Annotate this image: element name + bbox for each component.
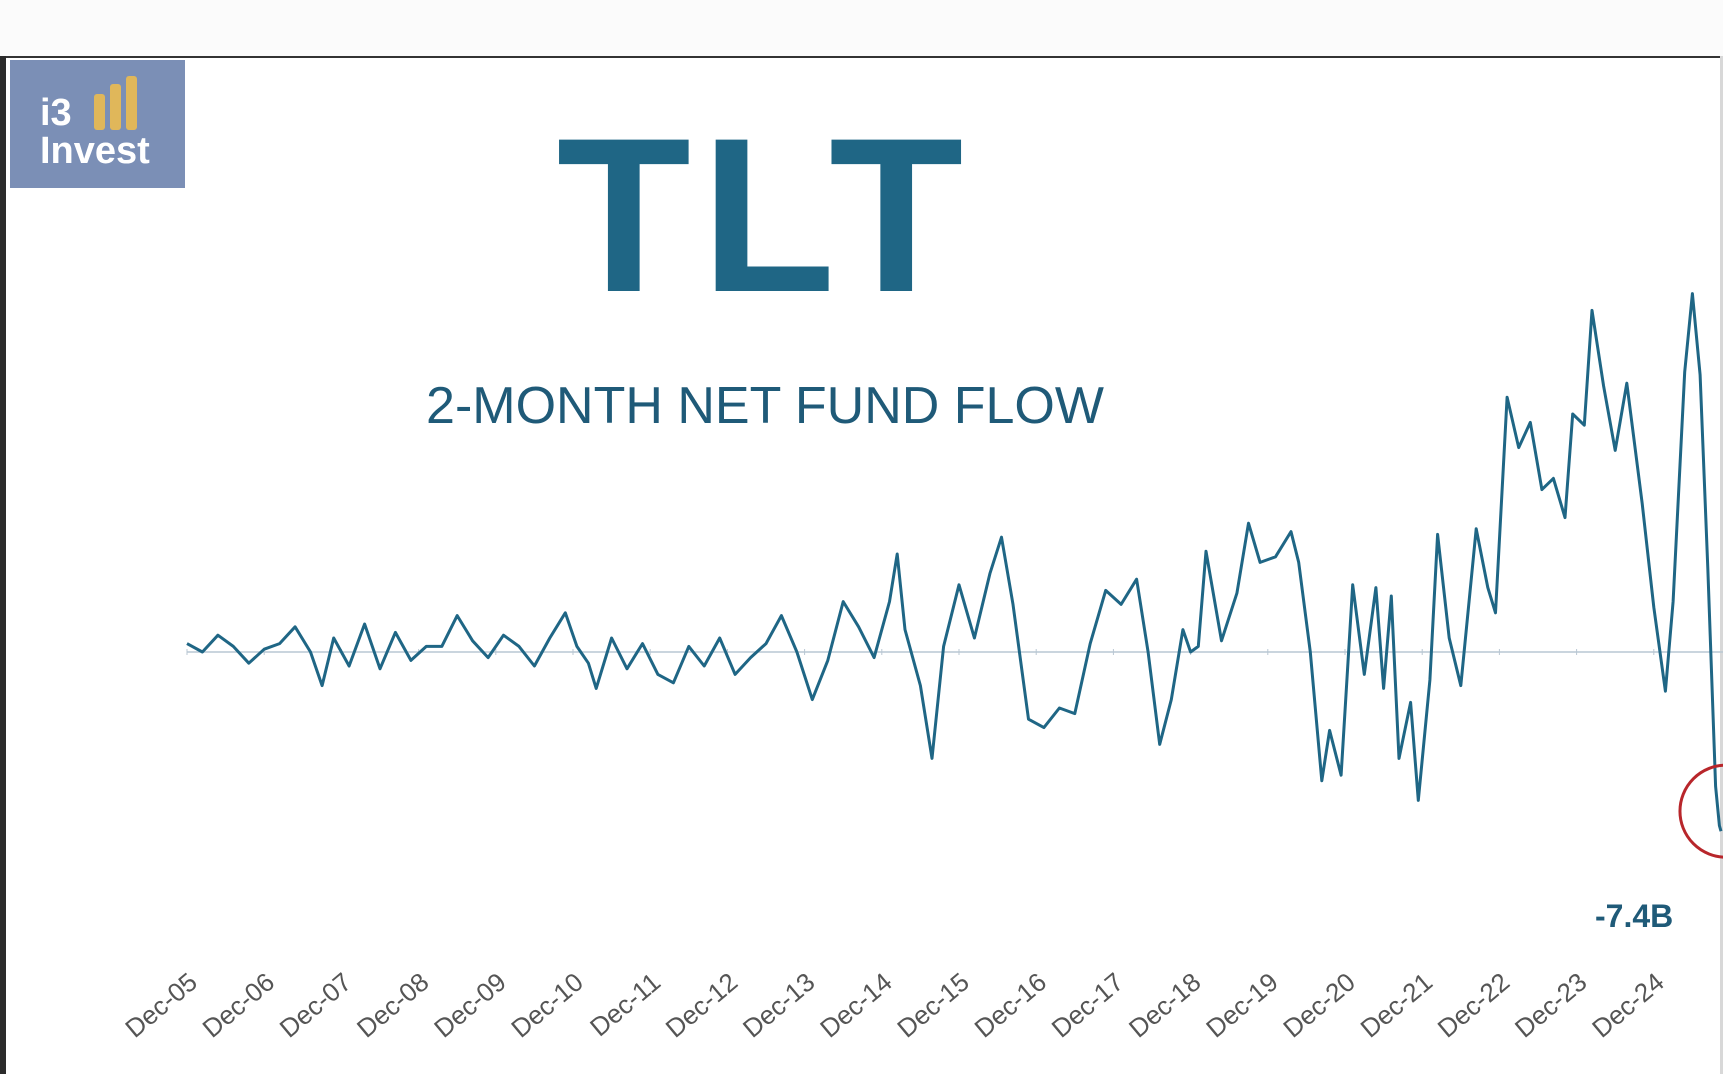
x-tick-label: Dec-05	[119, 967, 202, 1044]
logo-text-i3: i3	[40, 92, 72, 134]
x-tick-label: Dec-07	[274, 967, 357, 1044]
x-tick-label: Dec-09	[428, 967, 511, 1044]
x-tick-label: Dec-12	[660, 967, 743, 1044]
x-tick-label: Dec-22	[1432, 967, 1515, 1044]
annotation-circle	[1678, 763, 1723, 859]
x-tick-label: Dec-10	[505, 967, 588, 1044]
x-tick-label: Dec-11	[584, 967, 666, 1043]
x-tick-label: Dec-23	[1509, 967, 1592, 1044]
x-tick-label: Dec-24	[1586, 967, 1669, 1044]
x-tick-label: Dec-17	[1046, 967, 1129, 1044]
fund-flow-line	[186, 292, 1723, 832]
x-tick-label: Dec-14	[814, 967, 897, 1044]
x-tick-label: Dec-08	[351, 967, 434, 1044]
x-tick-label: Dec-16	[969, 967, 1052, 1044]
x-tick-label: Dec-20	[1277, 967, 1360, 1044]
chart-title: TLT	[556, 92, 974, 338]
right-edge	[1720, 56, 1723, 1074]
chart-subtitle: 2-MONTH NET FUND FLOW	[426, 377, 1104, 435]
top-strip	[0, 0, 1723, 58]
annotation-label: -7.4B	[1595, 898, 1674, 934]
logo-text-invest: Invest	[40, 130, 150, 172]
x-tick-label: Dec-18	[1123, 967, 1206, 1044]
left-edge	[0, 56, 6, 1074]
x-tick-label: Dec-06	[197, 967, 280, 1044]
x-tick-label: Dec-15	[891, 967, 974, 1044]
bar-chart-icon	[94, 76, 137, 130]
x-tick-label: Dec-21	[1355, 967, 1438, 1044]
x-tick-label: Dec-19	[1200, 967, 1283, 1044]
i3-invest-logo: i3 Invest	[10, 60, 185, 188]
x-tick-label: Dec-13	[737, 967, 820, 1044]
